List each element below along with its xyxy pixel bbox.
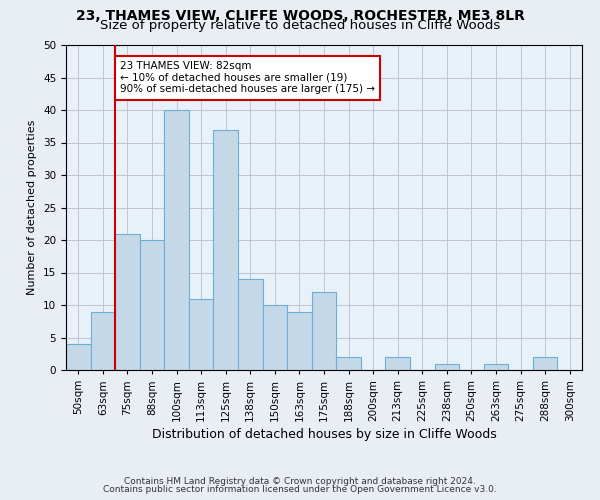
Bar: [336, 357, 361, 370]
Bar: [287, 312, 312, 370]
Text: Contains public sector information licensed under the Open Government Licence v3: Contains public sector information licen…: [103, 485, 497, 494]
Bar: [164, 110, 189, 370]
Bar: [189, 298, 214, 370]
Bar: [434, 364, 459, 370]
Bar: [484, 364, 508, 370]
Bar: [238, 279, 263, 370]
Text: Size of property relative to detached houses in Cliffe Woods: Size of property relative to detached ho…: [100, 19, 500, 32]
Bar: [533, 357, 557, 370]
Bar: [91, 312, 115, 370]
Y-axis label: Number of detached properties: Number of detached properties: [28, 120, 37, 295]
Text: 23 THAMES VIEW: 82sqm
← 10% of detached houses are smaller (19)
90% of semi-deta: 23 THAMES VIEW: 82sqm ← 10% of detached …: [120, 61, 375, 94]
Bar: [263, 305, 287, 370]
Bar: [115, 234, 140, 370]
Bar: [214, 130, 238, 370]
Bar: [385, 357, 410, 370]
Bar: [140, 240, 164, 370]
Text: 23, THAMES VIEW, CLIFFE WOODS, ROCHESTER, ME3 8LR: 23, THAMES VIEW, CLIFFE WOODS, ROCHESTER…: [76, 9, 524, 23]
Text: Contains HM Land Registry data © Crown copyright and database right 2024.: Contains HM Land Registry data © Crown c…: [124, 477, 476, 486]
Bar: [312, 292, 336, 370]
X-axis label: Distribution of detached houses by size in Cliffe Woods: Distribution of detached houses by size …: [152, 428, 496, 441]
Bar: [66, 344, 91, 370]
